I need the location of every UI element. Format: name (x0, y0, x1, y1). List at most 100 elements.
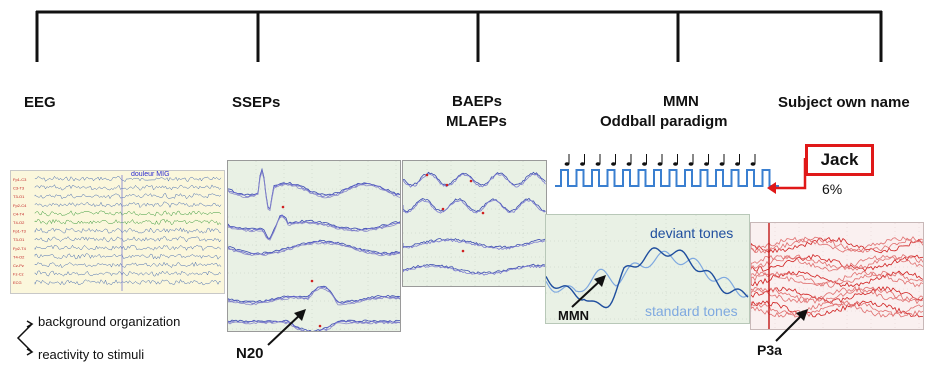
ssep-traces (228, 161, 400, 331)
note-reactivity: reactivity to stimuli (38, 347, 145, 362)
ssep-trace (228, 167, 400, 210)
eeg-channel-label: ECG (13, 280, 22, 285)
baep-trace (403, 173, 546, 188)
baep-trace (403, 171, 546, 186)
p3a-traces (751, 223, 923, 329)
standard-tones-trace (546, 250, 749, 298)
label-oddball: Oddball paradigm (600, 113, 728, 130)
eeg-channel-label: Fp1-C3 (13, 177, 27, 182)
eeg-channel-trace (34, 184, 222, 191)
eeg-channel-label: Fp2-C4 (13, 203, 27, 208)
eeg-channel-label: Fp1-T3 (13, 229, 27, 234)
eeg-trace-panel: Fp1-C3 C3-T3 T3-O1 Fp2-C4 C4-T4 T4-O2 Fp1-T3 T3… (10, 170, 225, 294)
p3a-trace (751, 236, 923, 254)
baep-peak-marker (461, 249, 465, 253)
ssep-trace (228, 288, 400, 306)
baep-peak-marker (425, 173, 429, 177)
music-note-icon (704, 162, 709, 166)
ssep-trace (228, 214, 400, 239)
standard-tones-label: standard tones (645, 303, 738, 319)
ssep-trace-panel (227, 160, 401, 332)
baep-trace (403, 239, 546, 251)
p3a-trace (751, 236, 923, 254)
eeg-channel-label: T3-O1 (13, 194, 25, 199)
p3a-trace (751, 254, 923, 271)
baep-trace (403, 197, 546, 213)
label-mlaeps: MLAEPs (446, 113, 507, 130)
baep-peak-marker (445, 183, 449, 187)
eeg-channel-trace (34, 244, 222, 252)
eeg-traces: Fp1-C3 C3-T3 T3-O1 Fp2-C4 C4-T4 T4-O2 Fp1-T3 T3… (13, 175, 222, 291)
n20-arrow-icon (267, 309, 306, 346)
ssep-trace (228, 285, 400, 304)
ssep-trace (228, 170, 400, 212)
music-note-icon (750, 162, 756, 166)
eeg-channel-trace (34, 235, 222, 243)
eeg-channel-label: Fp2-T4 (13, 246, 27, 251)
ssep-trace (228, 240, 400, 256)
note-background-organization: background organization (38, 314, 181, 329)
annotation-mmn: MMN (558, 308, 590, 323)
p3a-trace (751, 253, 923, 272)
eeg-channel-trace (34, 253, 222, 260)
baep-trace (403, 238, 546, 249)
ssep-trace (228, 320, 400, 331)
deviant-tones-label: deviant tones (650, 225, 734, 241)
music-note-icon (719, 162, 725, 166)
p3a-trace (751, 300, 923, 318)
annotation-p3a: P3a (757, 342, 782, 358)
p3a-trace (751, 286, 923, 304)
music-note-icon (673, 162, 678, 166)
mmn-trace-panel: deviant tones standard tones MMN (545, 214, 750, 324)
baep-trace (403, 263, 546, 274)
music-note-icon (735, 162, 740, 166)
baep-trace (403, 264, 546, 276)
ssep-trace (228, 214, 400, 240)
music-note-icon (595, 162, 601, 166)
music-note-icon (657, 162, 663, 166)
eeg-channel-trace (34, 201, 222, 209)
label-mmn: MMN (663, 93, 699, 110)
mmn-arrow-icon (571, 275, 606, 308)
baep-traces (403, 161, 546, 286)
ssep-peak-marker (281, 205, 285, 209)
label-sseps: SSEPs (232, 94, 281, 111)
eeg-channel-label: T4-O2 (13, 220, 25, 225)
ssep-peak-marker (318, 324, 322, 328)
baep-trace-panel (402, 160, 547, 287)
eeg-channel-label: C3-T3 (13, 186, 25, 191)
branch-arrows-icon (16, 320, 34, 356)
music-note-icon (580, 162, 585, 166)
music-note-icon (642, 162, 647, 166)
p3a-trace (751, 300, 923, 318)
ssep-peak-marker (310, 279, 314, 283)
eeg-channel-label: Cz-Pz (13, 263, 24, 268)
p3a-trace (751, 236, 923, 253)
eeg-channel-label: T4-O2 (13, 254, 25, 259)
label-own-name: Subject own name (778, 94, 910, 111)
label-eeg: EEG (24, 94, 56, 111)
eeg-channel-trace (34, 261, 222, 269)
eeg-channel-trace (34, 193, 222, 200)
stimulus-word-box: Jack (805, 144, 874, 176)
p3a-trace-panel (750, 222, 924, 330)
eeg-channel-trace (34, 278, 222, 286)
eeg-channel-trace (34, 210, 222, 217)
annotation-n20: N20 (236, 345, 264, 362)
music-note-icon (626, 162, 632, 166)
baep-peak-marker (469, 179, 473, 183)
ssep-trace (228, 321, 400, 331)
eeg-channel-label: C4-T4 (13, 211, 25, 216)
p3a-trace (751, 270, 923, 288)
baep-trace (403, 199, 546, 214)
ssep-trace (228, 169, 400, 210)
ssep-trace (228, 216, 400, 241)
music-note-icon (688, 162, 694, 166)
eeg-channel-trace (34, 218, 222, 226)
hierarchy-tree (35, 10, 883, 62)
p3a-trace (751, 270, 923, 288)
eeg-channel-trace (34, 175, 222, 183)
baep-peak-marker (481, 211, 485, 215)
p3a-arrow-icon (775, 309, 808, 342)
label-baeps: BAEPs (452, 93, 503, 110)
